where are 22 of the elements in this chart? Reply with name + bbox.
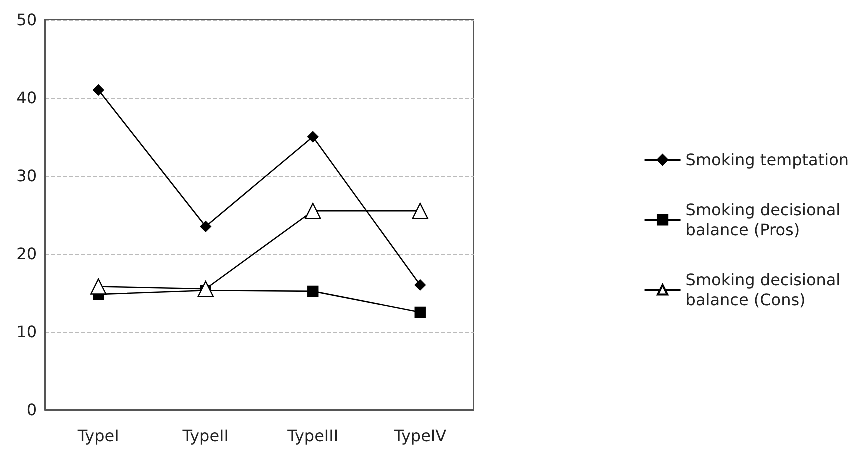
point (414, 280, 426, 291)
legend-label: Smoking decisional balance (Cons) (686, 270, 841, 310)
point (93, 84, 104, 96)
x-tick-label: TypeI (76, 426, 120, 446)
legend-label: Smoking decisional balance (Pros) (686, 200, 841, 240)
point (412, 203, 428, 220)
y-tick-label: 0 (26, 400, 37, 420)
y-tick-label: 50 (16, 10, 37, 30)
y-tick-label: 10 (16, 322, 37, 342)
point (308, 286, 319, 298)
y-tick-label: 20 (16, 244, 37, 264)
point (308, 131, 319, 143)
legend-label: Smoking temptation (686, 150, 850, 170)
x-tick-label: TypeII (182, 426, 229, 446)
point (414, 306, 426, 318)
point (305, 203, 322, 220)
x-tick-label: TypeIV (393, 426, 447, 446)
point (90, 278, 107, 295)
y-tick-label: 40 (16, 88, 37, 108)
y-tick-label: 30 (16, 166, 37, 186)
point (200, 221, 212, 232)
x-tick-label: TypeIII (286, 426, 339, 446)
